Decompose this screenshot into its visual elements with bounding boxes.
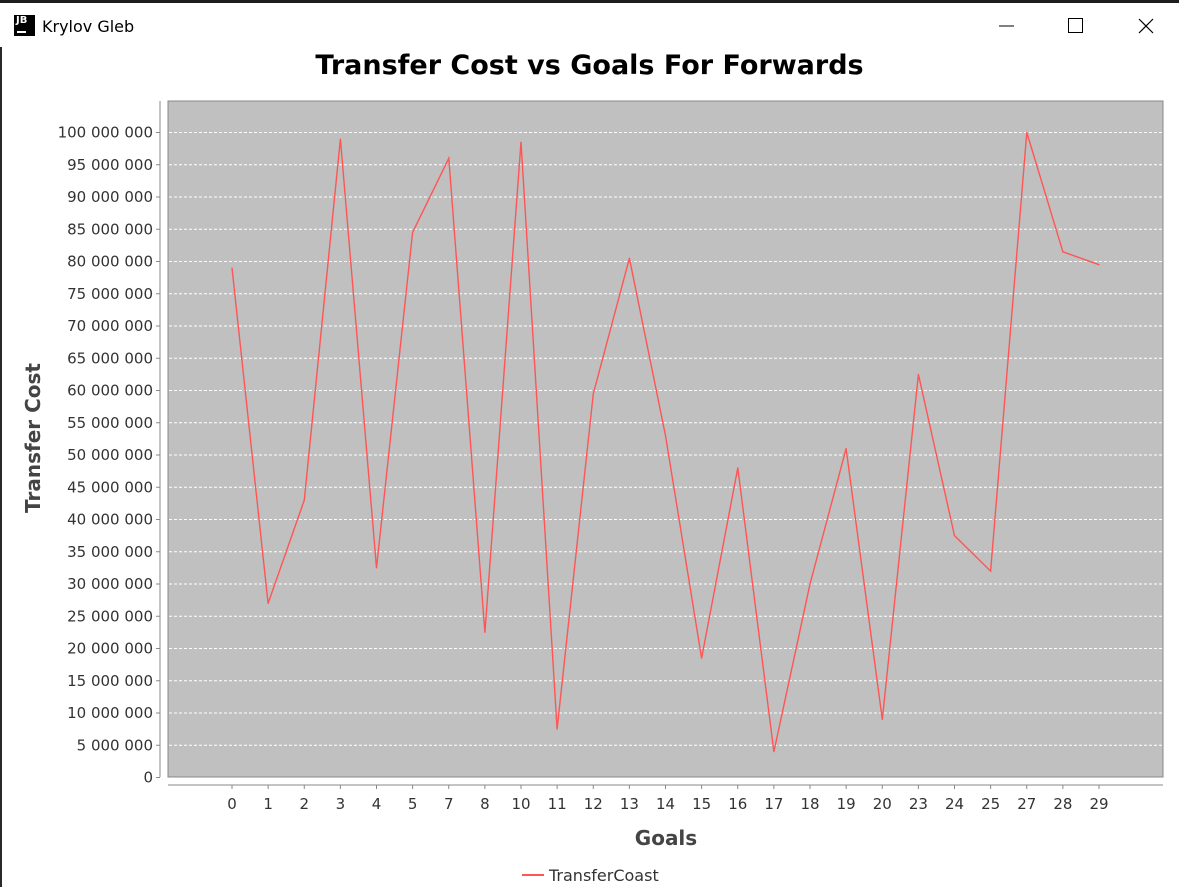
data-point	[737, 467, 739, 469]
y-tick-label: 65 000 000	[67, 349, 153, 367]
y-tick-label: 10 000 000	[67, 704, 153, 722]
y-tick-label: 75 000 000	[67, 285, 153, 303]
window-title: Krylov Gleb	[42, 17, 135, 36]
legend-label: TransferCoast	[549, 865, 659, 885]
y-tick-label: 25 000 000	[67, 607, 153, 625]
y-tick-label: 60 000 000	[67, 382, 153, 400]
data-point	[1098, 264, 1100, 266]
data-point	[1062, 251, 1064, 253]
chart-legend: TransferCoast	[522, 864, 659, 886]
x-axis-label: Goals	[635, 826, 697, 850]
y-tick-label: 55 000 000	[67, 414, 153, 432]
maximize-button[interactable]	[1046, 3, 1104, 47]
data-point	[412, 231, 414, 234]
x-tick-label: 16	[728, 795, 747, 813]
x-tick-label: 12	[584, 795, 603, 813]
x-tick-label: 29	[1089, 795, 1108, 813]
x-tick-label: 8	[480, 795, 490, 813]
data-point	[917, 373, 919, 375]
window-title-bar[interactable]: JB Krylov Gleb	[0, 3, 1179, 47]
chart-title: Transfer Cost vs Goals For Forwards	[315, 50, 864, 81]
x-tick-label: 0	[227, 795, 237, 813]
y-axis-label: Transfer Cost	[21, 363, 45, 513]
x-tick-label: 17	[764, 795, 783, 813]
data-point	[628, 257, 630, 259]
data-point	[556, 728, 558, 730]
data-point	[881, 718, 883, 721]
x-tick-label: 24	[945, 795, 964, 813]
x-tick-label: 28	[1053, 795, 1072, 813]
y-tick-label: 45 000 000	[67, 478, 153, 496]
y-tick-label: 30 000 000	[67, 575, 153, 593]
data-point	[809, 583, 811, 585]
x-tick-label: 5	[408, 795, 418, 813]
legend-swatch	[522, 874, 544, 876]
data-point	[701, 657, 703, 659]
y-tick-label: 50 000 000	[67, 446, 153, 464]
data-point	[773, 751, 775, 753]
x-tick-label: 27	[1017, 795, 1036, 813]
data-point	[231, 267, 233, 269]
data-point	[375, 567, 378, 569]
x-tick-label: 23	[909, 795, 928, 813]
y-tick-label: 20 000 000	[67, 640, 153, 658]
y-tick-label: 0	[143, 769, 153, 787]
window-left-border	[0, 47, 2, 887]
data-point	[520, 141, 522, 143]
y-tick-label: 35 000 000	[67, 543, 153, 561]
minimize-icon	[999, 25, 1014, 27]
y-tick-label: 100 000 000	[58, 124, 153, 142]
data-point	[448, 157, 450, 159]
data-point	[484, 631, 486, 633]
x-tick-label: 7	[444, 795, 454, 813]
data-point	[953, 535, 956, 537]
data-point	[303, 499, 305, 501]
y-tick-label: 40 000 000	[67, 511, 153, 529]
y-tick-label: 85 000 000	[67, 220, 153, 238]
jetbrains-app-icon: JB	[14, 15, 35, 36]
close-icon	[1138, 18, 1154, 34]
x-tick-label: 19	[837, 795, 856, 813]
y-tick-label: 80 000 000	[67, 253, 153, 271]
minimize-button[interactable]	[977, 3, 1035, 47]
data-point	[339, 138, 341, 140]
x-tick-label: 15	[692, 795, 711, 813]
data-point	[664, 435, 667, 437]
maximize-icon	[1068, 18, 1083, 33]
x-tick-label: 10	[511, 795, 530, 813]
data-point	[990, 570, 992, 572]
x-tick-label: 11	[548, 795, 567, 813]
x-tick-label: 3	[336, 795, 346, 813]
x-tick-label: 13	[620, 795, 639, 813]
x-tick-label: 25	[981, 795, 1000, 813]
x-tick-label: 1	[263, 795, 273, 813]
window-top-border	[0, 0, 1179, 3]
y-tick-label: 95 000 000	[67, 156, 153, 174]
y-tick-label: 90 000 000	[67, 188, 153, 206]
app-icon-text: JB	[16, 15, 28, 26]
close-button[interactable]	[1117, 3, 1175, 47]
data-point	[1026, 131, 1028, 134]
y-tick-label: 5 000 000	[77, 736, 153, 754]
data-point	[267, 602, 269, 604]
x-tick-label: 20	[873, 795, 892, 813]
x-tick-label: 18	[800, 795, 819, 813]
y-tick-label: 70 000 000	[67, 317, 153, 335]
data-point	[592, 393, 594, 395]
x-tick-label: 4	[372, 795, 382, 813]
data-point	[845, 447, 847, 450]
x-tick-label: 14	[656, 795, 675, 813]
y-tick-label: 15 000 000	[67, 672, 153, 690]
x-tick-label: 2	[299, 795, 309, 813]
